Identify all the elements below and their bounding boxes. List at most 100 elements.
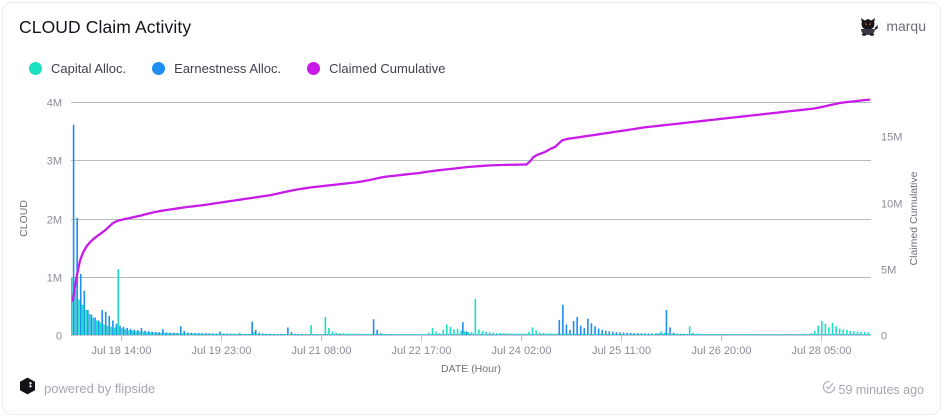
bar — [422, 334, 425, 335]
bar — [587, 318, 589, 335]
bar — [640, 333, 643, 335]
bar — [115, 323, 118, 335]
bar — [524, 333, 527, 335]
bar — [117, 269, 120, 335]
bar — [535, 330, 537, 335]
bar — [106, 325, 109, 335]
bar — [415, 334, 418, 335]
bar — [474, 298, 477, 335]
bar — [821, 321, 823, 335]
bar — [119, 325, 121, 335]
bar — [74, 290, 77, 335]
bar — [629, 332, 632, 335]
legend-item-capital-alloc[interactable]: Capital Alloc. — [29, 61, 126, 76]
bar — [746, 334, 748, 335]
bar — [431, 328, 434, 335]
bar — [206, 333, 209, 335]
bar — [310, 325, 312, 335]
bar — [283, 334, 286, 335]
bar — [812, 334, 814, 335]
x-axis-tick-label: Jul 25 11:00 — [592, 345, 651, 357]
bar — [272, 333, 275, 335]
bar — [690, 334, 693, 335]
bar — [458, 334, 461, 335]
bar — [481, 330, 484, 335]
bar — [308, 334, 311, 335]
bar — [822, 334, 825, 335]
bar — [756, 334, 759, 335]
bar — [863, 332, 866, 335]
bar — [333, 334, 336, 335]
bar — [185, 333, 187, 335]
bar — [840, 334, 843, 335]
bar — [217, 333, 220, 335]
bar — [369, 334, 371, 335]
bar — [99, 322, 102, 335]
bar — [828, 327, 830, 335]
bar — [160, 332, 162, 335]
bar — [247, 333, 250, 335]
bar — [849, 330, 852, 335]
bar — [299, 334, 302, 335]
y-axis-tick-label: 2M — [47, 215, 62, 227]
bar — [803, 334, 805, 335]
last-updated[interactable]: 59 minutes ago — [822, 380, 924, 399]
bar — [385, 333, 387, 335]
y2-axis-tick-label: 0 — [881, 331, 887, 343]
bar — [485, 331, 487, 335]
bar — [479, 334, 482, 335]
bar — [701, 334, 703, 335]
bar — [296, 334, 298, 335]
chart-area[interactable]: 0 1M 2M 3M 4M 0 5M 10M 15M CLOUD Claimed Cumulativ… — [3, 85, 942, 380]
bar — [321, 334, 323, 335]
bar — [581, 333, 584, 336]
combo-chart[interactable]: 0 1M 2M 3M 4M 0 5M 10M 15M CLOUD Claimed Cumulativ… — [3, 85, 942, 380]
bar — [599, 333, 602, 335]
bar — [219, 331, 221, 335]
bar — [544, 334, 546, 335]
bar — [712, 334, 714, 335]
bar — [419, 334, 421, 335]
bar — [129, 328, 132, 335]
bar — [379, 333, 382, 335]
legend-item-earnestness-alloc[interactable]: Earnestness Alloc. — [152, 61, 281, 76]
bar — [651, 333, 653, 335]
bar — [112, 320, 114, 335]
bar — [110, 326, 112, 335]
bar — [424, 334, 427, 335]
bar — [144, 330, 146, 335]
page-title: CLOUD Claim Activity — [19, 17, 192, 37]
bar — [226, 333, 228, 335]
footer-branding[interactable]: powered by flipside — [19, 377, 155, 400]
bar — [729, 334, 732, 335]
bar — [428, 332, 430, 335]
bar — [196, 333, 198, 335]
bar-series-group — [71, 124, 871, 336]
bar — [704, 334, 707, 335]
bar — [804, 334, 807, 335]
legend-color-swatch-icon — [29, 62, 42, 75]
bar — [815, 334, 818, 335]
bar — [665, 309, 668, 335]
legend-item-claimed-cumulative[interactable]: Claimed Cumulative — [307, 61, 445, 76]
bar — [178, 333, 180, 335]
bar — [258, 332, 261, 335]
bar — [519, 334, 521, 335]
bar — [513, 333, 516, 335]
bar — [387, 334, 389, 335]
bar — [585, 333, 587, 335]
bar — [562, 304, 564, 335]
bar — [496, 332, 498, 335]
bar — [104, 311, 107, 335]
bar — [521, 333, 523, 335]
bar — [724, 334, 727, 335]
user-badge[interactable]: marqu — [857, 15, 926, 37]
bar — [710, 333, 712, 335]
bar — [101, 309, 103, 335]
bar — [435, 331, 437, 335]
bar — [356, 333, 359, 335]
bar — [546, 333, 548, 335]
bar — [844, 334, 846, 335]
bar — [596, 333, 598, 335]
bar — [603, 334, 605, 335]
